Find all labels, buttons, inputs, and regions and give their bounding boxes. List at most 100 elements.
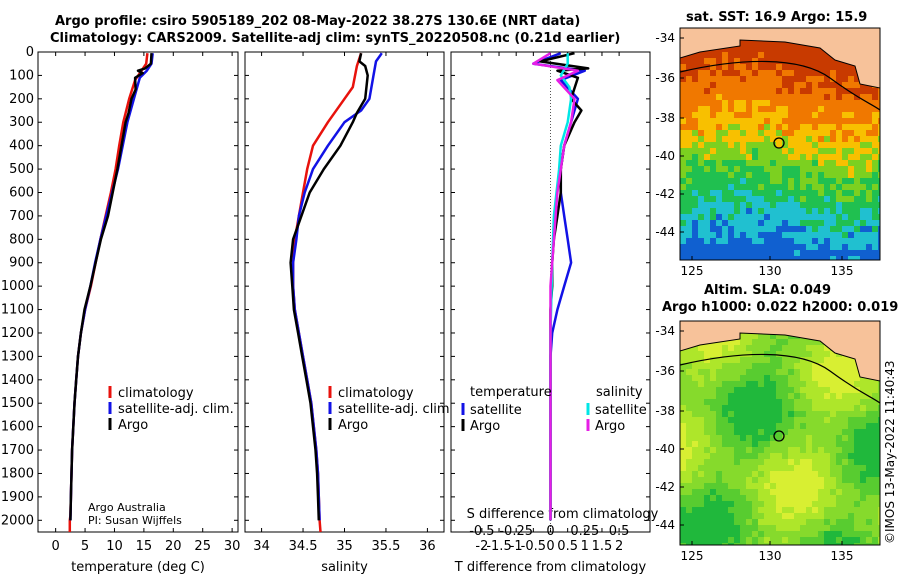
y-tick-label: 1300 [1, 349, 34, 364]
map-lat-label: -34 [655, 31, 675, 45]
x-tick-label: 5 [81, 539, 89, 554]
map-lat-label: -36 [655, 71, 675, 85]
s-diff-tick-label: 0.5 [609, 524, 630, 539]
legend-label: satellite-adj. clim. [118, 402, 234, 417]
sst-map-title: sat. SST: 16.9 Argo: 15.9 [686, 10, 868, 25]
y-tick-label: 1400 [1, 373, 34, 388]
map-lat-label: -34 [655, 324, 675, 338]
y-tick-label: 100 [9, 68, 34, 83]
map-lon-label: 125 [681, 549, 704, 563]
x-tick-label: 0.5 [557, 539, 578, 554]
map-lat-label: -40 [655, 442, 675, 456]
contour-line [680, 353, 880, 404]
figure-title-line2: Climatology: CARS2009. Satellite-adj cli… [50, 31, 621, 46]
x-tick-label: 0 [52, 539, 60, 554]
x-tick-label: 36 [419, 539, 436, 554]
land-mass [680, 321, 880, 382]
map-lat-label: -44 [655, 518, 675, 532]
y-tick-label: 400 [9, 139, 34, 154]
s-diff-tick-label: 0 [546, 524, 554, 539]
x-tick-label: -1 [510, 539, 523, 554]
x-axis-label: T difference from climatology [454, 560, 647, 575]
map-lon-label: 130 [759, 549, 782, 563]
x-axis-label: salinity [321, 560, 368, 575]
x-tick-label: 34 [253, 539, 270, 554]
map-lat-label: -38 [655, 111, 675, 125]
legend-label: satellite [595, 403, 647, 418]
y-tick-label: 500 [9, 162, 34, 177]
s-diff-tick-label: 0.25 [570, 524, 599, 539]
x-tick-label: 2 [615, 539, 623, 554]
x-tick-label: -2 [475, 539, 488, 554]
sla-map-field [680, 321, 880, 545]
legend-title-salinity: salinity [596, 385, 643, 400]
y-tick-label: 1700 [1, 443, 34, 458]
y-tick-label: 200 [9, 92, 34, 107]
map-lon-label: 125 [681, 264, 704, 278]
figure-title-line1: Argo profile: csiro 5905189_202 08-May-2… [55, 14, 581, 29]
map-lat-label: -42 [655, 480, 675, 494]
sla-map-title-line2: Argo h1000: 0.022 h2000: 0.019 [662, 300, 899, 315]
legend-label: climatology [118, 386, 194, 401]
argo-location-marker [773, 430, 785, 442]
legend-label: Argo [118, 418, 148, 433]
y-tick-label: 900 [9, 256, 34, 271]
y-tick-label: 1500 [1, 396, 34, 411]
s-diff-tick-label: -0.25 [499, 524, 533, 539]
series-line-s-argo [532, 52, 580, 521]
x-tick-label: 30 [224, 539, 241, 554]
series-line-argo [69, 53, 153, 521]
legend-label: Argo [338, 418, 368, 433]
x-tick-label: 35.5 [371, 539, 400, 554]
legend-label: satellite [470, 403, 522, 418]
credit-line1: Argo Australia [88, 501, 166, 514]
map-lon-label: 130 [759, 264, 782, 278]
y-tick-label: 1000 [1, 279, 34, 294]
map-lon-label: 135 [831, 264, 854, 278]
sla-map [679, 320, 881, 546]
argo-location-marker [773, 137, 785, 149]
x-axis-label: temperature (deg C) [71, 560, 205, 575]
y-tick-label: 600 [9, 185, 34, 200]
y-tick-label: 0 [26, 45, 34, 60]
y-tick-label: 2000 [1, 513, 34, 528]
map-lat-label: -42 [655, 187, 675, 201]
credit-line2: PI: Susan Wijffels [88, 514, 182, 527]
legend-label: Argo [595, 419, 625, 434]
x-tick-label: 10 [106, 539, 123, 554]
x-tick-label: 1.5 [592, 539, 613, 554]
x-tick-label: 0 [546, 539, 554, 554]
legend-title-temperature: temperature [470, 385, 552, 400]
y-tick-label: 700 [9, 209, 34, 224]
x-tick-label: 1 [581, 539, 589, 554]
sla-map-frame [679, 320, 881, 546]
s-diff-axis-label: S difference from climatology [467, 507, 659, 522]
s-diff-tick-label: -0.5 [469, 524, 494, 539]
y-tick-label: 800 [9, 232, 34, 247]
x-tick-label: 20 [165, 539, 182, 554]
map-lon-label: 135 [831, 549, 854, 563]
x-tick-label: 25 [194, 539, 211, 554]
y-tick-label: 300 [9, 115, 34, 130]
contour-line [680, 60, 880, 111]
x-tick-label: -1.5 [486, 539, 511, 554]
sst-map-frame [679, 27, 881, 261]
sst-map [679, 27, 881, 261]
sst-map-field [680, 28, 880, 260]
map-lat-label: -38 [655, 404, 675, 418]
legend-label: satellite-adj. clim. [338, 402, 454, 417]
y-tick-label: 1200 [1, 326, 34, 341]
x-tick-label: 35 [336, 539, 353, 554]
legend-label: Argo [470, 419, 500, 434]
x-tick-label: -0.5 [521, 539, 546, 554]
series-line-argo [289, 52, 369, 521]
map-lat-label: -40 [655, 149, 675, 163]
map-lat-label: -36 [655, 364, 675, 378]
y-tick-label: 1100 [1, 303, 34, 318]
imos-watermark: ©IMOS 13-May-2022 11:40:43 [883, 360, 897, 544]
plot-frame-temperature [37, 51, 239, 533]
y-tick-label: 1600 [1, 420, 34, 435]
legend-label: climatology [338, 386, 414, 401]
y-tick-label: 1900 [1, 490, 34, 505]
